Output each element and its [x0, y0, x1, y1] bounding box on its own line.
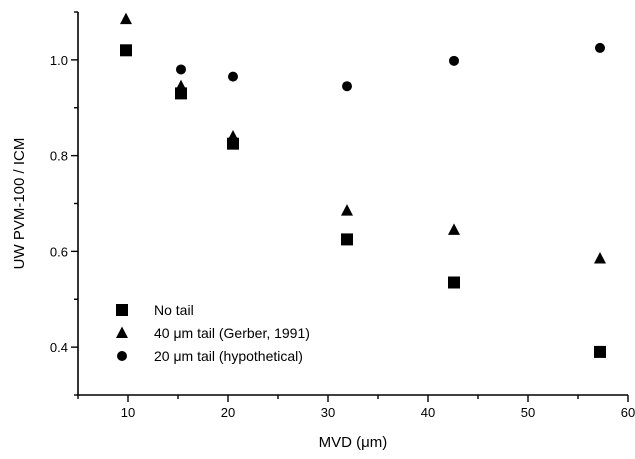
legend-entry-label: No tail [154, 302, 194, 318]
triangle-data-point [175, 79, 187, 92]
circle-data-point [342, 81, 352, 92]
x-tick-label: 60 [621, 405, 635, 420]
circle-data-point [449, 55, 459, 66]
legend: No tail 40 μm tail (Gerber, 1991) 20 μm ta… [116, 302, 310, 364]
y-axis-title: UW PVM-100 / ICM [11, 138, 28, 270]
triangle-data-point [341, 204, 353, 216]
circle-data-point [228, 71, 238, 82]
triangle-data-point [120, 12, 132, 25]
x-tick-label: 30 [321, 405, 335, 420]
square-data-point [341, 233, 353, 246]
circle-data-point [121, 45, 131, 56]
circle-data-point [595, 42, 605, 53]
legend-square-marker [116, 304, 128, 316]
x-tick-label: 50 [521, 405, 535, 420]
triangle-data-point [448, 223, 460, 235]
legend-entry-label: 40 μm tail (Gerber, 1991) [154, 325, 310, 341]
square-data-point [448, 276, 460, 289]
square-data-point [594, 345, 606, 358]
circle-data-point [176, 64, 186, 75]
legend-triangle-marker [116, 326, 128, 338]
x-ticks: 10 20 30 40 50 60 [77, 395, 635, 420]
y-tick-label: 0.8 [50, 149, 68, 164]
y-tick-label: 0.6 [50, 244, 68, 259]
x-tick-label: 40 [421, 405, 435, 420]
x-tick-label: 10 [121, 405, 135, 420]
y-tick-label: 1.0 [50, 53, 68, 68]
legend-entry-label: 20 μm tail (hypothetical) [154, 348, 303, 364]
y-tick-label: 0.4 [50, 340, 68, 355]
y-ticks: 0.4 0.6 0.8 1.0 [50, 11, 78, 396]
triangle-data-point [594, 252, 606, 264]
x-axis-title: MVD (μm) [319, 434, 388, 451]
x-tick-label: 20 [221, 405, 235, 420]
data-points [120, 12, 606, 358]
triangle-data-point [227, 129, 239, 142]
legend-circle-marker [117, 351, 127, 361]
